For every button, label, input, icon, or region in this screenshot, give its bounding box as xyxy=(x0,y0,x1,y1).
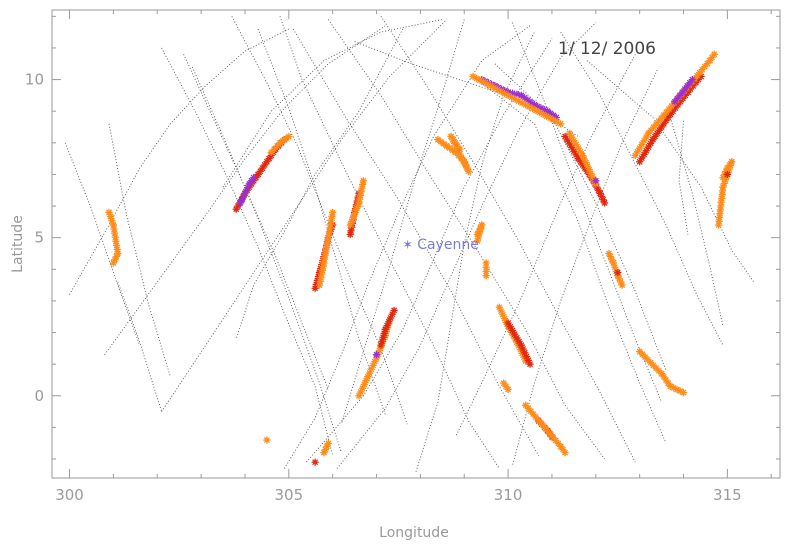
swath-marker xyxy=(390,306,398,315)
swath-marker xyxy=(561,449,569,457)
track-line xyxy=(415,31,535,472)
swath-marker xyxy=(359,177,367,185)
swath-marker xyxy=(324,439,332,447)
y-tick-label: 0 xyxy=(34,387,44,405)
x-axis-label: Longitude xyxy=(379,525,449,541)
track-line xyxy=(235,28,404,340)
swath-marker xyxy=(504,385,512,394)
swath-marker xyxy=(592,177,600,185)
swath-marker xyxy=(715,221,723,229)
swath-marker xyxy=(554,439,562,448)
track-line xyxy=(161,47,334,457)
swath-marker xyxy=(323,243,331,252)
swath-marker xyxy=(679,389,688,397)
track-line xyxy=(380,16,636,463)
swath-marker xyxy=(526,360,534,368)
swath-marker xyxy=(557,120,565,128)
swath-marker xyxy=(109,259,117,267)
track-line xyxy=(327,19,605,460)
track-line xyxy=(222,19,443,188)
swath-marker xyxy=(482,259,490,267)
swath-marker xyxy=(329,208,337,216)
track-line xyxy=(117,281,163,412)
swath-marker xyxy=(372,351,381,359)
y-tick-label: 5 xyxy=(34,229,44,247)
y-tick-label: 10 xyxy=(25,71,44,89)
track-line xyxy=(586,60,755,283)
swath-marker xyxy=(473,230,481,239)
track-line xyxy=(292,28,540,457)
track-line xyxy=(512,22,663,403)
track-line xyxy=(494,63,667,371)
track-line xyxy=(191,66,342,453)
track-line xyxy=(231,16,408,425)
city-star-icon: ✶ xyxy=(402,238,413,253)
y-axis-label: Latitude xyxy=(10,215,26,273)
track-line xyxy=(340,19,465,425)
swath-marker xyxy=(317,274,325,282)
x-tick-label: 315 xyxy=(713,486,742,504)
ticks-layer: 300 305 310 315 0 5 10 xyxy=(25,10,780,504)
track-line xyxy=(183,54,329,390)
track-line xyxy=(669,117,724,327)
x-tick-label: 300 xyxy=(55,486,84,504)
city-marker: ✶ Cayenne xyxy=(402,237,479,253)
track-line xyxy=(64,142,141,346)
swath-marker xyxy=(504,319,512,327)
track-line xyxy=(161,19,448,412)
swath-marker xyxy=(311,458,319,466)
swath-marker xyxy=(618,281,626,289)
swath-marker xyxy=(250,173,258,182)
swath-marker xyxy=(263,436,271,444)
swath-marker xyxy=(600,199,609,207)
x-tick-label: 310 xyxy=(494,486,523,504)
plot-frame xyxy=(51,9,781,479)
swath-marker xyxy=(285,132,293,141)
track-line xyxy=(257,28,386,415)
swath-marker xyxy=(348,217,356,225)
tracks-layer xyxy=(64,16,755,472)
swath-marker xyxy=(456,145,464,153)
track-line xyxy=(306,38,553,463)
track-line xyxy=(678,120,689,235)
swath-marker xyxy=(710,50,718,58)
x-tick-label: 305 xyxy=(274,486,303,504)
swath-marker xyxy=(723,170,731,179)
axes-layer xyxy=(51,9,781,479)
date-label: 1/ 12/ 2006 xyxy=(558,39,656,59)
track-line xyxy=(279,16,500,469)
track-line xyxy=(512,69,658,466)
swath-marker xyxy=(614,268,622,277)
swath-layer xyxy=(105,50,736,466)
city-label: Cayenne xyxy=(417,237,479,253)
swath-marker xyxy=(688,75,696,84)
track-line xyxy=(69,28,290,295)
track-line xyxy=(108,123,171,377)
